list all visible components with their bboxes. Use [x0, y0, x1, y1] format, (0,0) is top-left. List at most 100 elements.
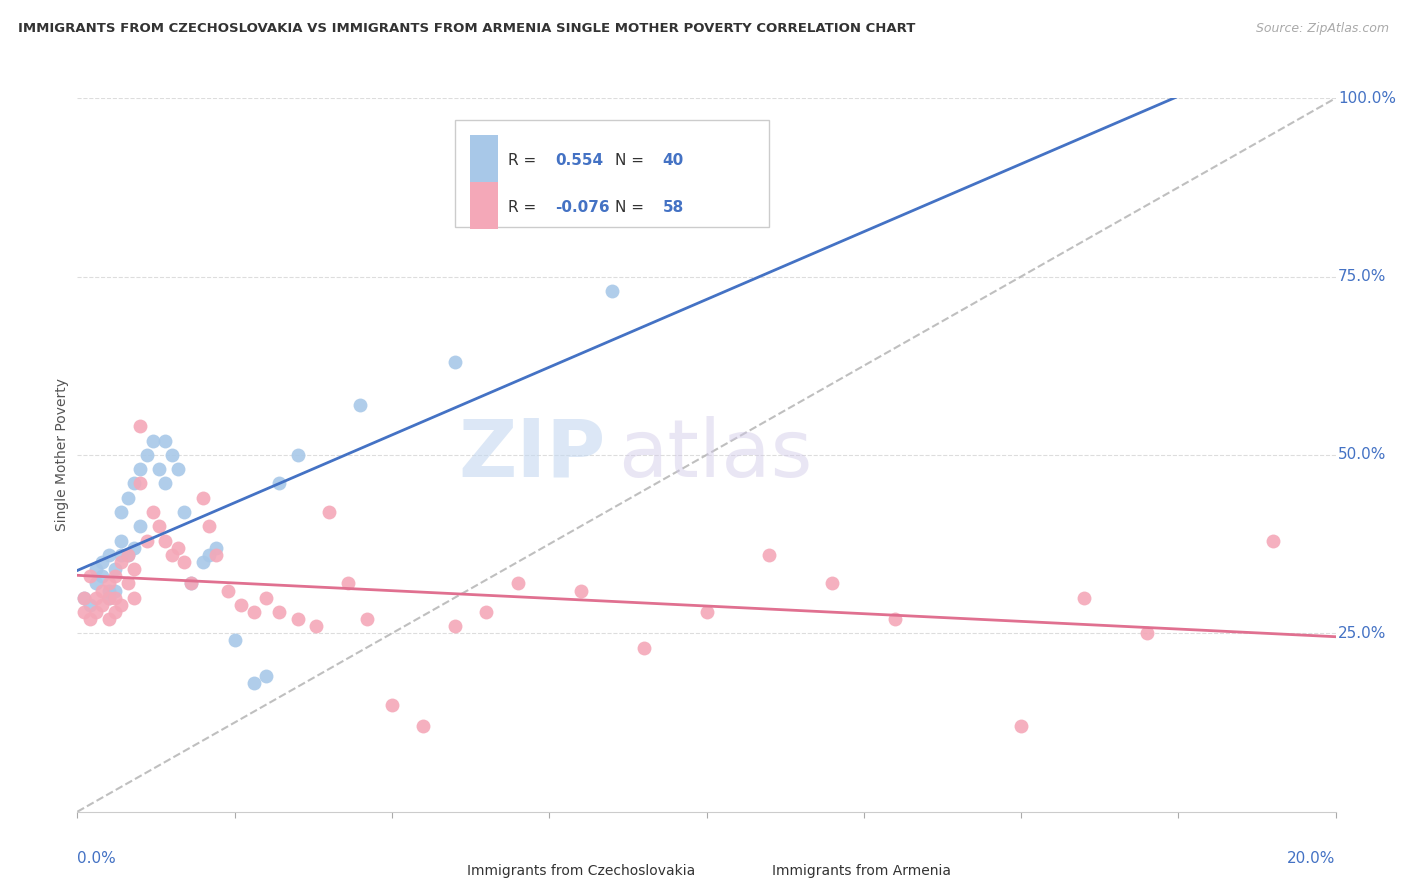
- Point: [224, 633, 246, 648]
- Point: [84, 576, 107, 591]
- Point: [91, 583, 114, 598]
- Point: [148, 462, 170, 476]
- Point: [475, 605, 498, 619]
- Point: [160, 448, 183, 462]
- Point: [173, 505, 195, 519]
- Bar: [430, 856, 461, 885]
- Point: [884, 612, 907, 626]
- Point: [110, 548, 132, 562]
- Point: [569, 583, 592, 598]
- Text: 75.0%: 75.0%: [1339, 269, 1386, 284]
- Bar: [470, 182, 498, 228]
- Point: [104, 562, 127, 576]
- Text: IMMIGRANTS FROM CZECHOSLOVAKIA VS IMMIGRANTS FROM ARMENIA SINGLE MOTHER POVERTY : IMMIGRANTS FROM CZECHOSLOVAKIA VS IMMIGR…: [18, 22, 915, 36]
- Point: [104, 605, 127, 619]
- Text: 0.0%: 0.0%: [77, 851, 117, 866]
- Point: [242, 676, 264, 690]
- Point: [142, 434, 165, 448]
- Point: [349, 398, 371, 412]
- Text: 20.0%: 20.0%: [1288, 851, 1336, 866]
- Point: [254, 669, 277, 683]
- Point: [1010, 719, 1032, 733]
- Text: 40: 40: [662, 153, 683, 168]
- Y-axis label: Single Mother Poverty: Single Mother Poverty: [55, 378, 69, 532]
- Text: Immigrants from Armenia: Immigrants from Armenia: [772, 864, 950, 878]
- Text: N =: N =: [614, 200, 648, 215]
- Point: [104, 569, 127, 583]
- Text: atlas: atlas: [619, 416, 813, 494]
- Point: [444, 619, 467, 633]
- Point: [104, 591, 127, 605]
- Point: [72, 591, 94, 605]
- Point: [110, 555, 132, 569]
- Point: [204, 548, 226, 562]
- Point: [696, 605, 718, 619]
- Text: 0.554: 0.554: [555, 153, 603, 168]
- Point: [110, 505, 132, 519]
- Point: [180, 576, 202, 591]
- Point: [117, 576, 139, 591]
- Point: [97, 591, 120, 605]
- Text: -0.076: -0.076: [555, 200, 610, 215]
- Point: [318, 505, 340, 519]
- Point: [160, 548, 183, 562]
- Point: [97, 583, 120, 598]
- Point: [356, 612, 378, 626]
- Point: [91, 569, 114, 583]
- Bar: [456, 120, 769, 227]
- Point: [167, 541, 190, 555]
- Point: [191, 491, 215, 505]
- Point: [97, 576, 120, 591]
- Point: [129, 462, 152, 476]
- Text: R =: R =: [508, 153, 541, 168]
- Point: [97, 612, 120, 626]
- Point: [287, 612, 309, 626]
- Point: [173, 555, 195, 569]
- Point: [117, 491, 139, 505]
- Point: [84, 591, 107, 605]
- Point: [242, 605, 264, 619]
- Point: [129, 476, 152, 491]
- Text: Immigrants from Czechoslovakia: Immigrants from Czechoslovakia: [467, 864, 696, 878]
- Point: [142, 505, 165, 519]
- Point: [204, 541, 226, 555]
- Point: [633, 640, 655, 655]
- Point: [97, 548, 120, 562]
- Text: 58: 58: [662, 200, 683, 215]
- Point: [1261, 533, 1284, 548]
- Point: [97, 591, 120, 605]
- Point: [254, 591, 277, 605]
- Point: [122, 541, 145, 555]
- Point: [72, 605, 94, 619]
- Point: [155, 434, 177, 448]
- Point: [336, 576, 359, 591]
- Point: [84, 605, 107, 619]
- Point: [104, 583, 127, 598]
- Point: [148, 519, 170, 533]
- Text: 100.0%: 100.0%: [1339, 91, 1396, 105]
- Point: [167, 462, 190, 476]
- Point: [412, 719, 434, 733]
- Point: [110, 598, 132, 612]
- Point: [155, 533, 177, 548]
- Point: [135, 448, 157, 462]
- Point: [287, 448, 309, 462]
- Point: [129, 419, 152, 434]
- Point: [135, 533, 157, 548]
- Point: [267, 476, 290, 491]
- Point: [506, 576, 529, 591]
- Point: [72, 591, 94, 605]
- Point: [91, 598, 114, 612]
- Point: [1073, 591, 1095, 605]
- Point: [198, 548, 221, 562]
- Point: [110, 533, 132, 548]
- Text: N =: N =: [614, 153, 648, 168]
- Point: [91, 555, 114, 569]
- Point: [117, 548, 139, 562]
- Bar: [470, 136, 498, 182]
- Point: [79, 612, 101, 626]
- Point: [117, 548, 139, 562]
- Point: [122, 562, 145, 576]
- Point: [217, 583, 239, 598]
- Point: [198, 519, 221, 533]
